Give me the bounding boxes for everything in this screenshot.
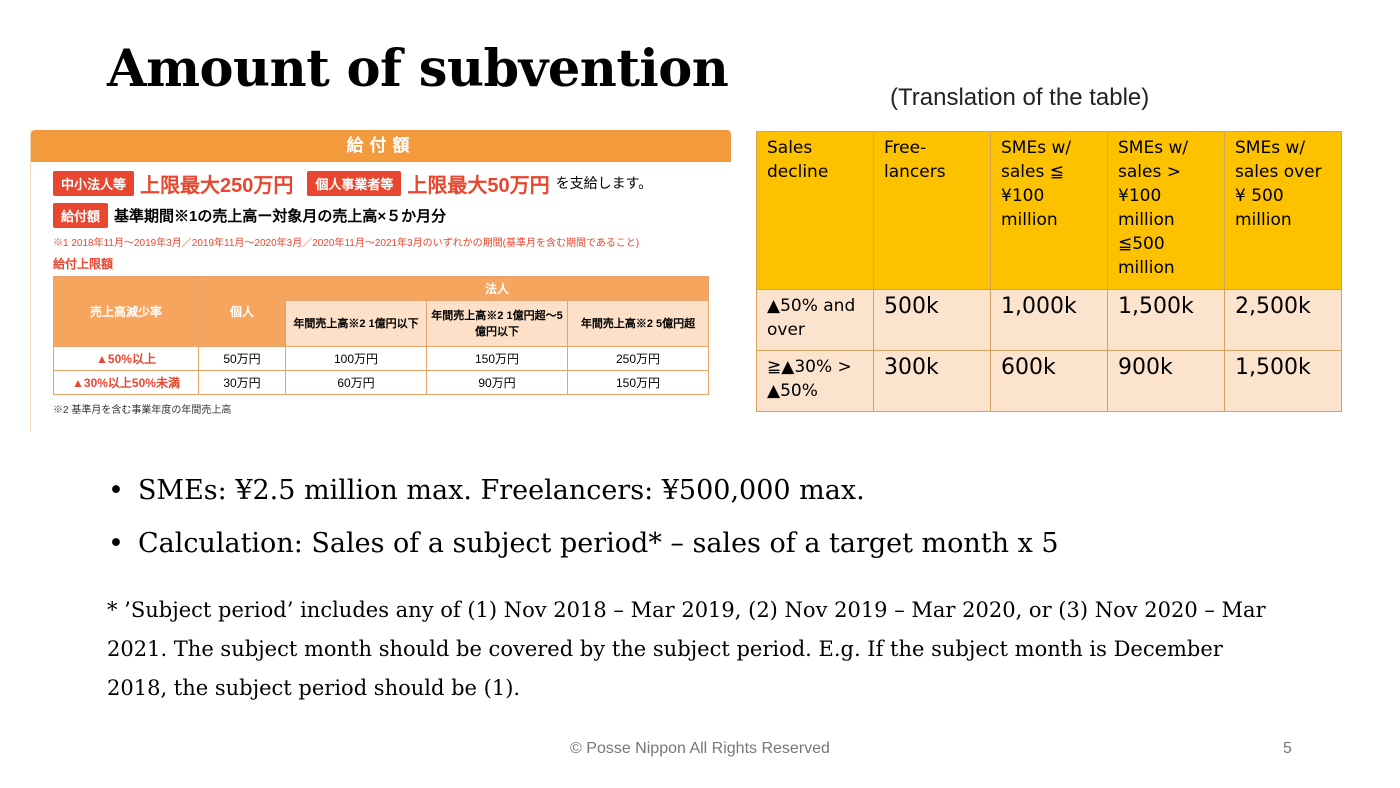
page-number: 5 <box>1283 740 1292 757</box>
jp-note2: ※2 基準月を含む事業年度の年間売上高 <box>53 405 232 416</box>
cell-smes-mid: 1,500k <box>1107 289 1225 351</box>
jp-suffix: を支給します。 <box>555 175 653 191</box>
table-row: ▲30%以上50%未満 30万円 60万円 90万円 150万円 <box>53 370 709 395</box>
jp-c3: 250万円 <box>567 346 709 371</box>
jp-c1: 100万円 <box>285 346 427 371</box>
copyright: © Posse Nippon All Rights Reserved <box>570 740 830 757</box>
cell-freelancers: 300k <box>873 350 991 412</box>
jp-h-c1: 年間売上高※2 1億円以下 <box>285 300 427 347</box>
jp-badge-individual: 個人事業者等 <box>307 170 402 196</box>
slide-title: Amount of subvention <box>107 39 729 99</box>
jp-limit-label: 給付上限額 <box>53 257 114 271</box>
cell-decline: ▲50% and over <box>756 289 874 351</box>
table-row: ≧▲30% > ▲50% 300k 600k 900k 1,500k <box>756 350 1342 412</box>
jp-rate: ▲30%以上50%未満 <box>53 370 199 395</box>
table-header-row: Sales decline Free- lancers SMEs w/ sale… <box>756 131 1342 290</box>
jp-individual: 50万円 <box>198 346 286 371</box>
cell-freelancers: 500k <box>873 289 991 351</box>
jp-formula: 基準期間※1の売上高ー対象月の売上高×５か月分 <box>114 207 447 225</box>
jp-h-c2: 年間売上高※2 1億円超～5億円以下 <box>426 300 568 347</box>
translation-caption: (Translation of the table) <box>890 84 1150 111</box>
th-freelancers: Free- lancers <box>873 131 991 290</box>
jp-c1: 60万円 <box>285 370 427 395</box>
jp-c2: 90万円 <box>426 370 568 395</box>
cell-decline: ≧▲30% > ▲50% <box>756 350 874 412</box>
japanese-table-image: 給付額 中小法人等 上限最大250万円 個人事業者等 上限最大50万円 を支給し… <box>30 130 731 432</box>
jp-header: 給付額 <box>31 130 731 162</box>
cell-smes-small: 600k <box>990 350 1108 412</box>
jp-note1: ※1 2018年11月～2019年3月／2019年11月～2020年3月／202… <box>53 238 640 249</box>
cell-smes-large: 1,500k <box>1224 350 1342 412</box>
bullet-calculation: Calculation: Sales of a subject period* … <box>108 528 1059 559</box>
cell-smes-small: 1,000k <box>990 289 1108 351</box>
jp-c2: 150万円 <box>426 346 568 371</box>
th-smes-mid: SMEs w/ sales > ¥100 million ≦500 millio… <box>1107 131 1225 290</box>
table-row: ▲50% and over 500k 1,000k 1,500k 2,500k <box>756 289 1342 351</box>
jp-individual-limit: 上限最大50万円 <box>407 174 550 197</box>
th-sales-decline: Sales decline <box>756 131 874 290</box>
jp-h-c3: 年間売上高※2 5億円超 <box>567 300 709 347</box>
table-row: ▲50%以上 50万円 100万円 150万円 250万円 <box>53 346 709 371</box>
bullet-list: SMEs: ¥2.5 million max. Freelancers: ¥50… <box>108 475 1059 581</box>
jp-sme-limit: 上限最大250万円 <box>140 174 294 197</box>
cell-smes-large: 2,500k <box>1224 289 1342 351</box>
bullet-max: SMEs: ¥2.5 million max. Freelancers: ¥50… <box>108 475 1059 506</box>
th-smes-large: SMEs w/ sales over ¥ 500 million <box>1224 131 1342 290</box>
footnote: * ’Subject period’ includes any of (1) N… <box>107 598 1266 700</box>
jp-limit-table: 売上高減少率 個人 法人 年間売上高※2 1億円以下 年間売上高※2 1億円超～… <box>53 276 709 395</box>
translation-table: Sales decline Free- lancers SMEs w/ sale… <box>756 131 1342 412</box>
jp-c3: 150万円 <box>567 370 709 395</box>
cell-smes-mid: 900k <box>1107 350 1225 412</box>
th-smes-small: SMEs w/ sales ≦ ¥100 million <box>990 131 1108 290</box>
jp-rate: ▲50%以上 <box>53 346 199 371</box>
jp-badge-sme: 中小法人等 <box>53 170 135 196</box>
jp-h-decline: 売上高減少率 <box>53 276 199 347</box>
jp-badge-amount: 給付額 <box>53 202 109 228</box>
jp-h-corp: 法人 <box>285 276 709 301</box>
jp-individual: 30万円 <box>198 370 286 395</box>
jp-h-individual: 個人 <box>198 276 286 347</box>
